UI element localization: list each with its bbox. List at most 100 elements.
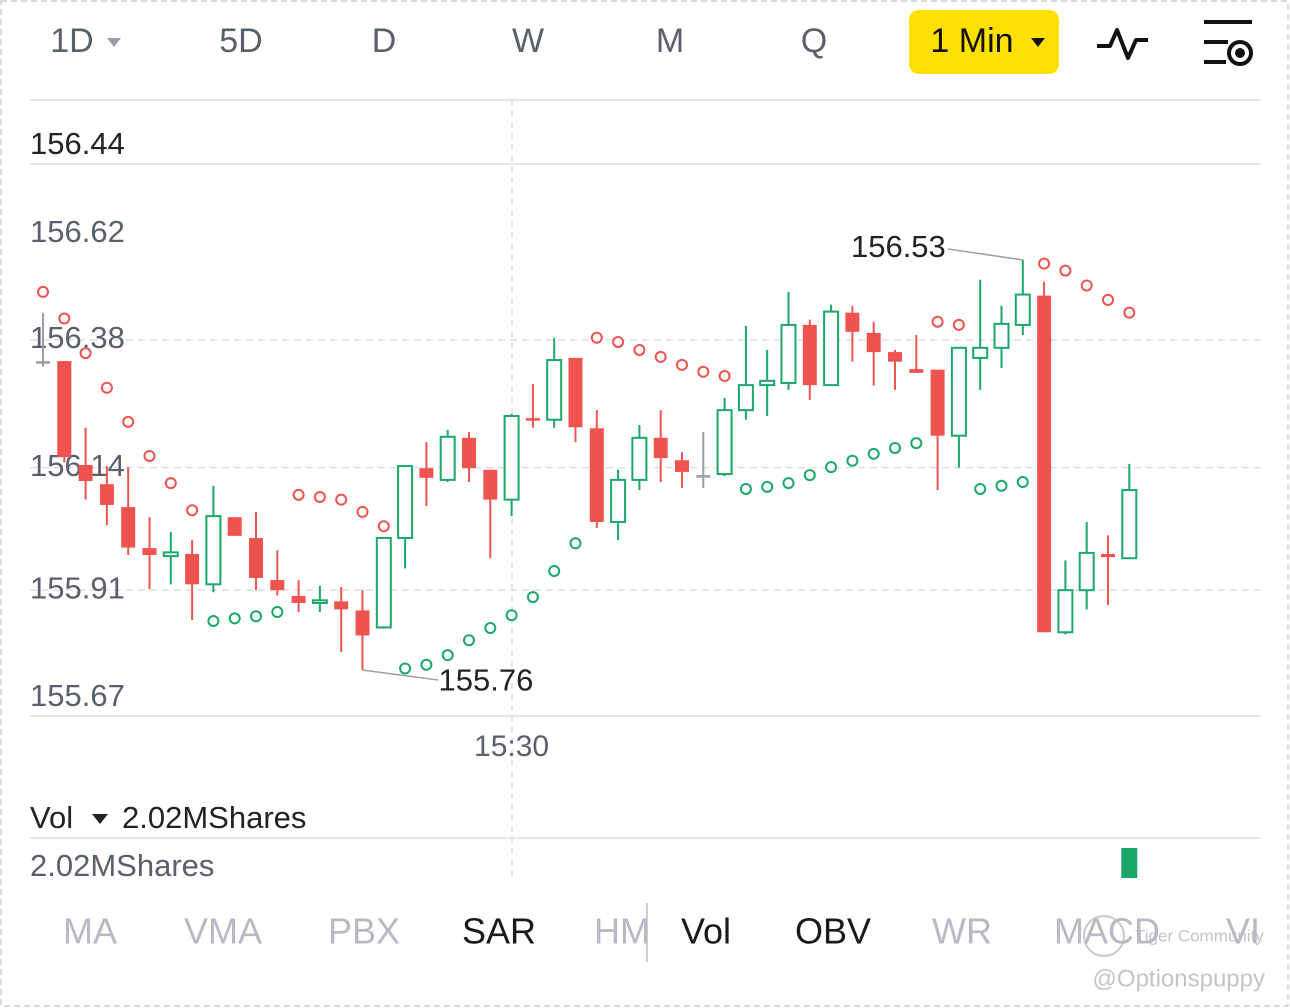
sar-dot xyxy=(548,564,561,577)
period-tab[interactable]: W xyxy=(512,22,544,60)
volume-bar xyxy=(1121,848,1138,878)
price-readout: 156.44 xyxy=(30,126,125,161)
sar-dot xyxy=(484,621,497,634)
candle-body xyxy=(185,553,200,585)
candle-body xyxy=(355,610,370,636)
indicator-tab[interactable]: VMA xyxy=(184,911,262,952)
sar-dot xyxy=(356,505,369,518)
period-tab[interactable]: Q xyxy=(801,22,827,60)
settings-icon[interactable] xyxy=(1204,20,1253,66)
watermark-logo xyxy=(1083,915,1125,957)
period-tab[interactable]: D xyxy=(372,22,397,60)
sar-dot xyxy=(889,441,901,454)
indicator-tab[interactable]: PBX xyxy=(328,911,400,952)
candle-body xyxy=(993,322,1010,349)
low-annotation: 155.76 xyxy=(439,662,534,697)
y-tick-label: 155.67 xyxy=(30,678,125,713)
candle-body xyxy=(888,352,902,362)
sar-dot xyxy=(867,447,880,460)
candle-body xyxy=(759,379,776,387)
sar-dot xyxy=(441,649,454,662)
sar-dot xyxy=(271,606,284,619)
sar-dot xyxy=(399,662,412,675)
sar-dot xyxy=(335,493,348,506)
sar-dot xyxy=(612,335,625,348)
annotation-leader xyxy=(362,669,439,681)
chart-type-icon[interactable] xyxy=(1097,28,1148,60)
indicator-tab[interactable]: WR xyxy=(932,911,992,952)
candle-body xyxy=(780,323,797,384)
sar-dot xyxy=(654,350,667,363)
period-tab[interactable]: 5D xyxy=(219,22,262,60)
candle-body xyxy=(1101,553,1115,558)
candle-body xyxy=(99,484,114,505)
sar-dot xyxy=(1016,476,1029,489)
candle-body xyxy=(57,361,72,458)
sar-dot xyxy=(846,454,859,467)
sar-dot xyxy=(100,381,113,394)
candle-body xyxy=(142,548,157,556)
candle-body xyxy=(375,536,392,629)
candle-body xyxy=(503,414,520,501)
sar-dot xyxy=(1059,264,1072,277)
sar-dot xyxy=(505,609,518,622)
candle-body xyxy=(462,437,476,469)
candle-body xyxy=(631,436,648,481)
sar-dot xyxy=(250,610,262,623)
candle-body xyxy=(1037,295,1052,633)
indicator-tab[interactable]: SAR xyxy=(462,911,536,952)
indicator-tab[interactable]: VI xyxy=(1226,911,1260,952)
sar-dot xyxy=(761,480,774,493)
sar-dot xyxy=(569,537,582,550)
sar-dot xyxy=(292,488,305,501)
candle-body xyxy=(696,475,711,478)
candle-body xyxy=(1078,551,1095,592)
candle-body xyxy=(1057,589,1074,634)
indicator-tab[interactable]: Vol xyxy=(681,911,731,952)
candle-body xyxy=(823,310,840,387)
candle-body xyxy=(1121,489,1138,560)
candle-body xyxy=(950,346,967,437)
dropdown-arrow xyxy=(107,38,121,47)
candle-body xyxy=(439,435,456,481)
volume-tick-label: 2.02MShares xyxy=(30,848,214,883)
y-tick-label: 155.91 xyxy=(30,570,125,605)
candle-body xyxy=(1014,293,1031,326)
period-tab[interactable]: M xyxy=(656,22,684,60)
indicator-tab[interactable]: HM xyxy=(594,911,650,952)
indicator-tab[interactable]: MA xyxy=(63,911,117,952)
candle-body xyxy=(802,324,817,386)
candle-body xyxy=(334,601,349,610)
sar-dot xyxy=(228,612,241,625)
sar-dot xyxy=(143,449,156,462)
candle-body xyxy=(866,332,881,353)
sar-dot xyxy=(590,331,603,344)
indicator-tab[interactable]: OBV xyxy=(795,911,871,952)
indicator-tab[interactable]: MACD xyxy=(1054,911,1160,952)
candle-body xyxy=(845,312,860,332)
candle-body xyxy=(525,418,540,421)
sar-dot xyxy=(633,343,646,356)
candle-body xyxy=(78,465,93,481)
period-tab[interactable]: 1D xyxy=(50,22,93,60)
volume-readout: 2.02MShares xyxy=(122,800,306,835)
candle-body xyxy=(291,596,306,603)
watermark: Tiger Community xyxy=(1135,926,1264,945)
sar-dot xyxy=(803,469,816,482)
candle-body xyxy=(397,465,414,539)
sar-dot xyxy=(58,312,71,325)
sar-dot xyxy=(1080,279,1093,292)
sar-dot xyxy=(739,482,752,495)
candle-body xyxy=(483,469,498,500)
sar-dot xyxy=(825,461,838,474)
candle-body xyxy=(121,507,136,548)
sar-dot xyxy=(995,479,1008,492)
interval-pill[interactable] xyxy=(909,10,1059,74)
sar-dot xyxy=(313,490,326,503)
credit: @Optionspuppy xyxy=(1093,965,1265,992)
sar-dot xyxy=(526,591,539,604)
sar-dot xyxy=(1038,257,1051,270)
candle-body xyxy=(653,437,668,459)
interval-tab[interactable]: 1 Min xyxy=(930,22,1013,60)
